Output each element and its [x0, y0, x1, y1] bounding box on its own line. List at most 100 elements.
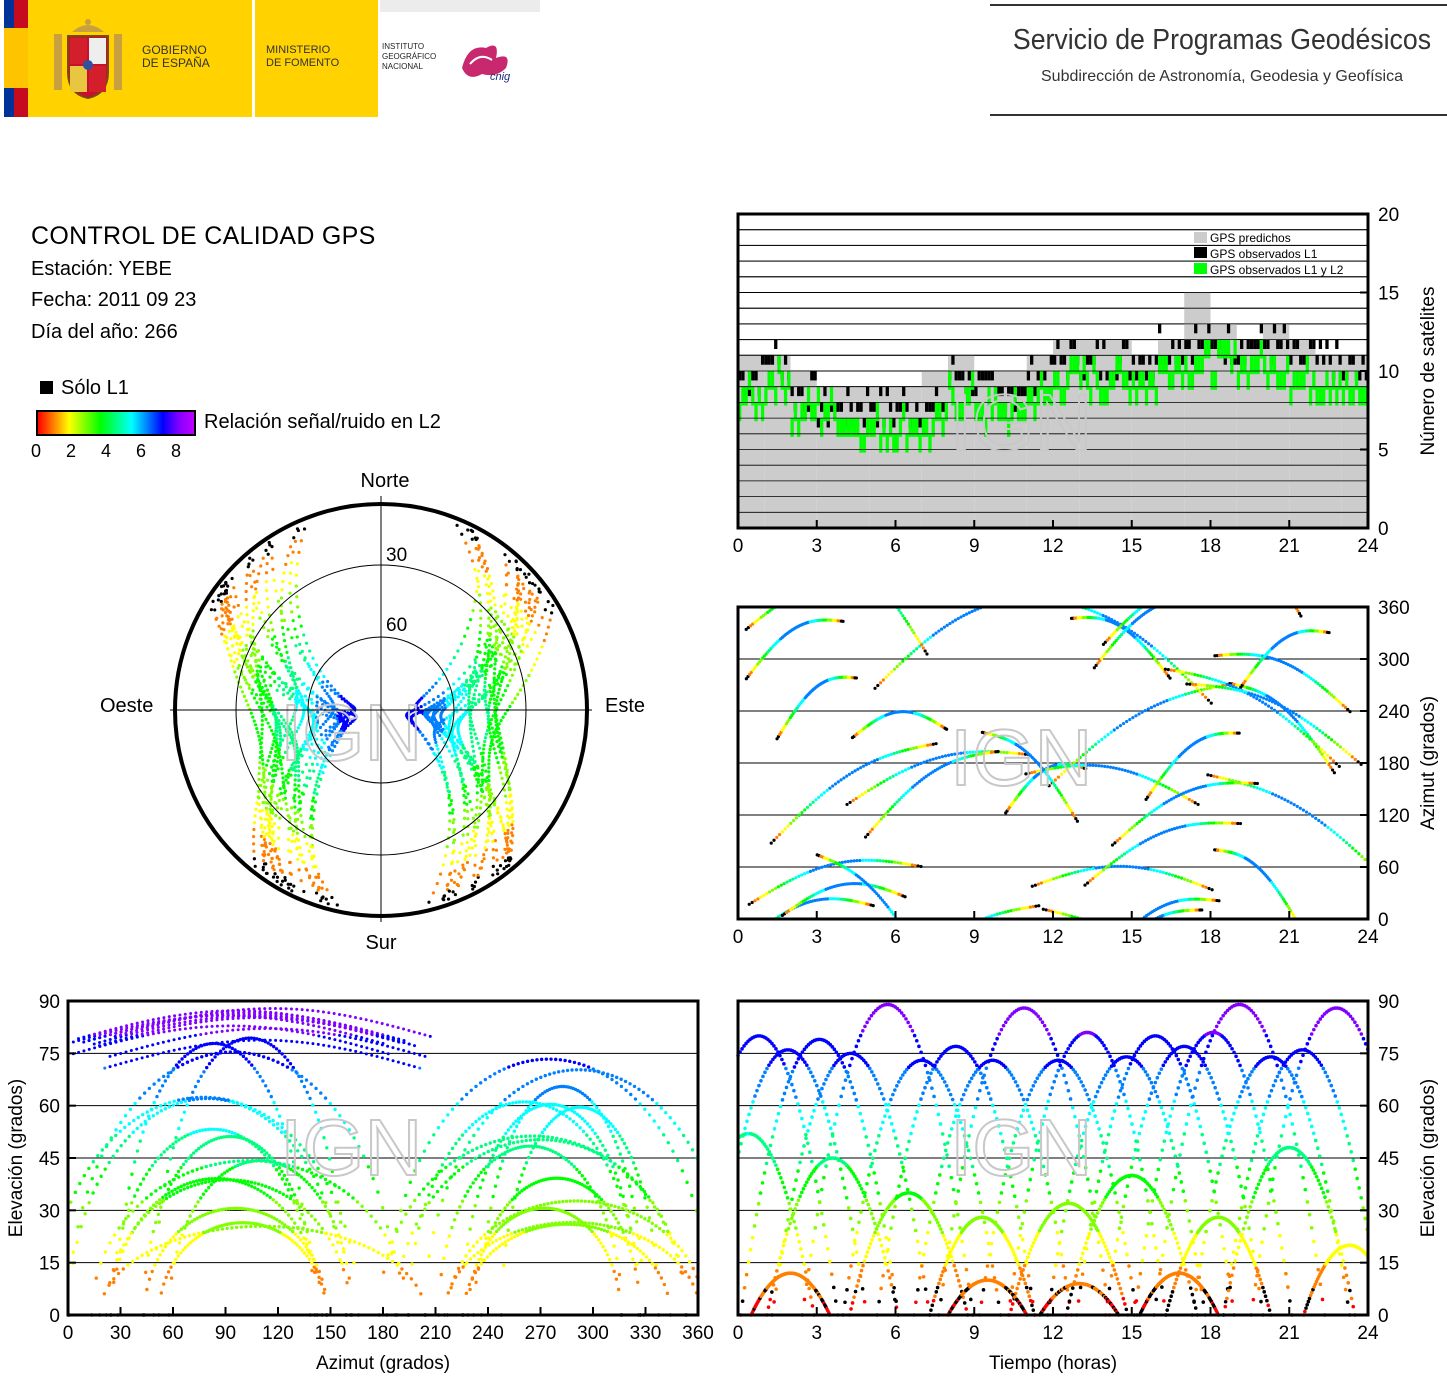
azimuth-point [1360, 854, 1364, 859]
azimuth-point [1157, 805, 1161, 809]
azimuth-point [845, 802, 849, 807]
azimuth-point [1116, 636, 1120, 641]
l1-trace [967, 371, 971, 381]
sky-plot-point [507, 816, 512, 820]
sky-plot-point [476, 579, 480, 583]
sky-plot-point [503, 688, 507, 693]
sky-plot-point [505, 665, 509, 669]
azimuth-point [1107, 647, 1111, 651]
l1-trace [1102, 339, 1106, 350]
azimuth-point [1175, 669, 1179, 673]
sky-plot-point [508, 704, 512, 709]
l1-trace [829, 402, 834, 412]
sky-track-point [158, 1089, 162, 1093]
sky-plot-point [300, 518, 304, 522]
azimuth-point [825, 788, 829, 793]
sky-plot-point [256, 730, 260, 735]
sky-plot-point [294, 729, 299, 733]
sky-plot-point [256, 684, 261, 688]
sky-plot-point [293, 811, 297, 815]
l1l2-trace [760, 402, 765, 422]
azimuth-point [842, 776, 846, 780]
sky-plot-point [459, 642, 463, 646]
azimuth-point [1106, 732, 1110, 737]
sky-plot-point [265, 812, 269, 816]
l1l2-trace [872, 418, 876, 437]
sky-plot-point [492, 624, 496, 628]
sky-plot-point [526, 563, 530, 568]
azimuth-point [1125, 719, 1129, 724]
l1-trace [1272, 323, 1277, 334]
sky-plot-point [246, 659, 250, 663]
sky-track-point [242, 1221, 246, 1225]
sky-plot-point [328, 725, 332, 729]
sky-plot-point [484, 839, 488, 844]
azimuth-point [1140, 710, 1144, 714]
sky-plot-point [452, 682, 456, 686]
l1-trace [754, 371, 758, 381]
azimuth-point [1058, 875, 1062, 879]
l1-trace [1053, 355, 1057, 365]
azimuth-point [891, 912, 896, 916]
sky-plot-point [475, 576, 479, 580]
sky-plot-point [551, 603, 555, 608]
azimuth-point [1113, 841, 1117, 845]
azimuth-point [1134, 714, 1138, 718]
sky-plot-point [297, 778, 301, 782]
sky-plot-point [312, 670, 316, 674]
azimuth-point [1223, 781, 1228, 785]
azimuth-point [1314, 816, 1318, 820]
azimuth-point [1363, 857, 1367, 862]
sky-plot-point [232, 635, 237, 640]
azimuth-point [1297, 714, 1301, 718]
sky-plot-point [540, 645, 544, 649]
sky-plot-point [217, 593, 221, 598]
sky-plot-point [299, 624, 303, 628]
azimuth-point [1125, 864, 1129, 869]
azimuth-point [746, 626, 750, 630]
sky-plot-point [447, 790, 452, 794]
sky-plot-point [307, 849, 311, 853]
sky-plot-point [488, 731, 492, 735]
sky-plot-point [292, 796, 296, 800]
sky-plot-point [335, 740, 339, 745]
azimuth-point [1269, 706, 1274, 710]
sky-plot-point [275, 879, 279, 884]
sky-track-point [246, 1183, 251, 1187]
sky-plot-point [288, 733, 292, 737]
sky-plot-point [275, 875, 280, 879]
l1l2-trace [800, 402, 804, 422]
azimuth-point [1255, 786, 1259, 790]
sky-track-point [162, 1282, 166, 1286]
azimuth-point [1014, 907, 1019, 912]
sky-plot-point [240, 690, 245, 694]
sky-plot-point [288, 688, 292, 693]
l1-trace [1315, 355, 1319, 365]
sky-plot-point [489, 606, 493, 610]
sky-plot-point [471, 682, 476, 686]
sky-plot-point [445, 883, 449, 887]
l1-trace [1223, 355, 1227, 365]
sky-plot-point [476, 585, 481, 589]
sky-plot-point [297, 769, 301, 773]
sky-plot-point [293, 711, 297, 716]
azimuth-point [1152, 808, 1156, 812]
azimuth-point [854, 676, 858, 680]
sky-plot-point [449, 802, 453, 806]
sky-plot-point [257, 705, 261, 709]
azimuth-point [840, 860, 844, 864]
sky-plot-point [533, 583, 537, 587]
azimuth-point [1097, 764, 1101, 768]
sky-plot-point [245, 613, 249, 617]
azimuth-point [1180, 693, 1185, 697]
l1-trace [1249, 339, 1254, 350]
sky-plot-point [468, 853, 472, 857]
l1l2-trace [1000, 402, 1004, 422]
azimuth-point [1138, 773, 1142, 777]
l1l2-trace [918, 433, 922, 453]
sky-plot-point [469, 755, 473, 759]
sky-plot-point [497, 672, 502, 676]
azimuth-point [1329, 828, 1333, 832]
sky-track-point [196, 1235, 200, 1239]
sky-plot-point [471, 887, 475, 891]
